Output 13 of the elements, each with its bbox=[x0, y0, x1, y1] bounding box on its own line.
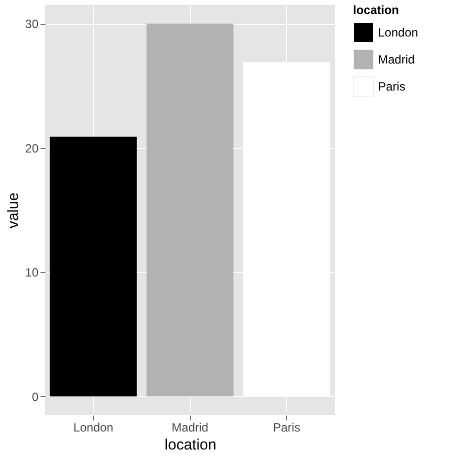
legend-label: London bbox=[378, 26, 418, 40]
x-axis-title: location bbox=[164, 436, 216, 454]
legend-title: location bbox=[353, 3, 400, 17]
x-tick-label: Madrid bbox=[172, 420, 208, 434]
y-tick-label: 10 bbox=[25, 266, 39, 280]
y-axis-title: value bbox=[5, 192, 22, 228]
y-tick-label: 30 bbox=[25, 17, 39, 32]
x-tick-label: Paris bbox=[272, 420, 300, 434]
x-tick-label: London bbox=[73, 420, 114, 434]
y-tick-label: 0 bbox=[32, 390, 39, 404]
legend-label: Paris bbox=[378, 80, 406, 94]
legend-label: Madrid bbox=[378, 52, 415, 66]
y-tick-label: 20 bbox=[25, 141, 39, 156]
